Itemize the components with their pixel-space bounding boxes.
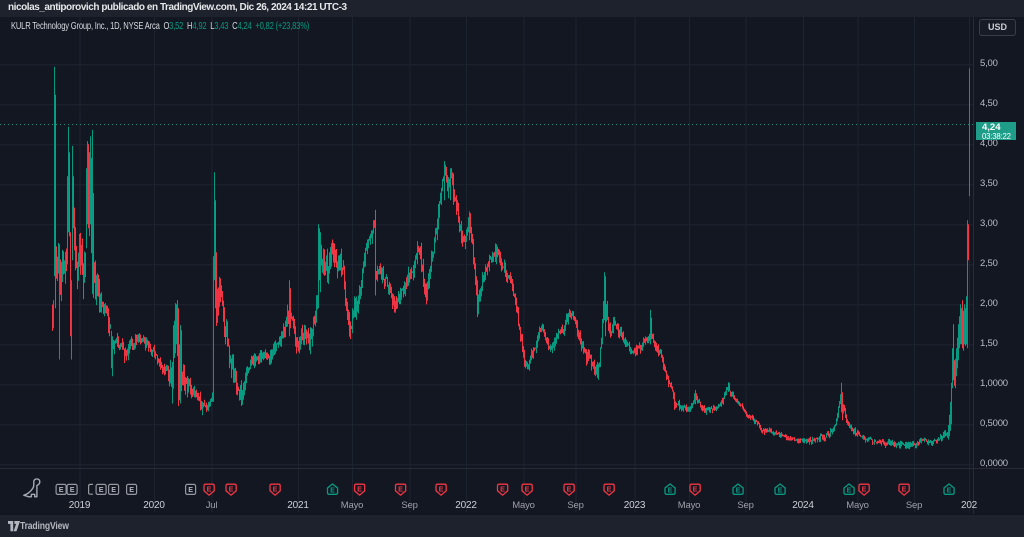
svg-text:E: E [59, 485, 64, 494]
svg-text:E: E [99, 485, 104, 494]
svg-text:E: E [778, 486, 783, 495]
svg-text:E: E [111, 485, 116, 494]
svg-text:E: E [129, 485, 134, 494]
svg-text:E: E [273, 485, 278, 494]
svg-text:E: E [525, 485, 530, 494]
svg-text:E: E [947, 486, 952, 495]
svg-text:E: E [736, 486, 741, 495]
svg-text:E: E [668, 486, 673, 495]
svg-text:E: E [229, 485, 234, 494]
svg-text:E: E [902, 485, 907, 494]
svg-text:E: E [693, 485, 698, 494]
svg-text:E: E [207, 485, 212, 494]
svg-text:E: E [500, 485, 505, 494]
svg-text:E: E [398, 485, 403, 494]
svg-text:E: E [70, 485, 75, 494]
svg-text:E: E [567, 485, 572, 494]
svg-text:E: E [188, 485, 193, 494]
svg-text:E: E [439, 485, 444, 494]
svg-text:E: E [330, 486, 335, 495]
svg-text:E: E [862, 485, 867, 494]
svg-text:E: E [357, 485, 362, 494]
svg-text:E: E [847, 486, 852, 495]
svg-text:E: E [607, 485, 612, 494]
